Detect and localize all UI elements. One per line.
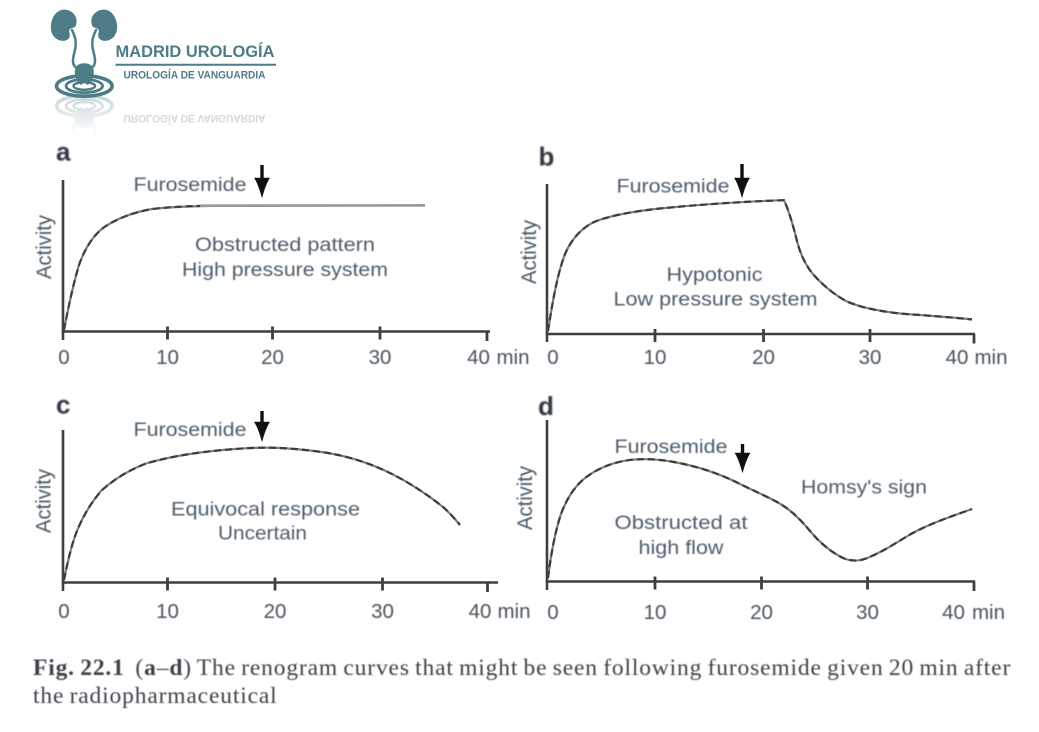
svg-text:40: 40 [467, 346, 490, 369]
svg-text:20: 20 [752, 346, 775, 369]
svg-text:Hypotonic: Hypotonic [667, 265, 763, 286]
svg-text:10: 10 [156, 600, 179, 623]
svg-text:40: 40 [946, 346, 969, 369]
svg-text:40: 40 [469, 600, 492, 623]
svg-text:Furosemide: Furosemide [617, 177, 730, 198]
svg-text:min: min [497, 600, 530, 623]
svg-text:min: min [496, 346, 529, 369]
svg-text:30: 30 [369, 346, 392, 369]
svg-text:20: 20 [264, 600, 287, 623]
svg-text:30: 30 [371, 600, 394, 623]
svg-text:Activity: Activity [33, 215, 56, 279]
svg-text:high flow: high flow [639, 538, 724, 559]
svg-text:Homsy's sign: Homsy's sign [801, 478, 927, 499]
svg-text:min: min [974, 346, 1007, 369]
svg-text:30: 30 [859, 346, 882, 369]
svg-text:10: 10 [156, 346, 179, 369]
svg-text:Obstructed pattern: Obstructed pattern [195, 235, 375, 256]
svg-text:40: 40 [942, 601, 965, 624]
svg-text:min: min [972, 601, 1005, 624]
svg-text:Activity: Activity [518, 220, 541, 284]
svg-text:Obstructed at: Obstructed at [615, 513, 749, 534]
svg-text:10: 10 [644, 346, 667, 369]
svg-text:20: 20 [261, 346, 284, 369]
svg-text:Low pressure system: Low pressure system [614, 290, 818, 311]
svg-text:Activity: Activity [33, 469, 56, 533]
svg-text:b: b [539, 142, 555, 172]
svg-text:20: 20 [750, 601, 773, 624]
svg-text:d: d [538, 391, 554, 421]
svg-text:c: c [56, 390, 70, 420]
svg-text:Activity: Activity [514, 466, 537, 530]
svg-text:UROLOGÍA DE VANGUARDIA: UROLOGÍA DE VANGUARDIA [124, 69, 266, 82]
svg-text:High pressure system: High pressure system [182, 260, 388, 281]
svg-text:Uncertain: Uncertain [218, 524, 307, 545]
svg-text:0: 0 [58, 346, 69, 369]
svg-text:a: a [56, 137, 71, 167]
svg-text:30: 30 [856, 601, 879, 624]
svg-text:Furosemide: Furosemide [134, 420, 247, 441]
svg-text:Furosemide: Furosemide [615, 437, 728, 458]
svg-text:UROLOGÍA DE VANGUARDIA: UROLOGÍA DE VANGUARDIA [124, 112, 266, 125]
svg-text:Furosemide: Furosemide [134, 175, 247, 196]
svg-text:10: 10 [644, 601, 667, 624]
svg-text:0: 0 [547, 346, 558, 369]
svg-text:MADRID UROLOGÍA: MADRID UROLOGÍA [116, 42, 275, 61]
svg-text:0: 0 [58, 600, 69, 623]
svg-text:Equivocal response: Equivocal response [171, 500, 360, 521]
svg-text:0: 0 [547, 601, 558, 624]
